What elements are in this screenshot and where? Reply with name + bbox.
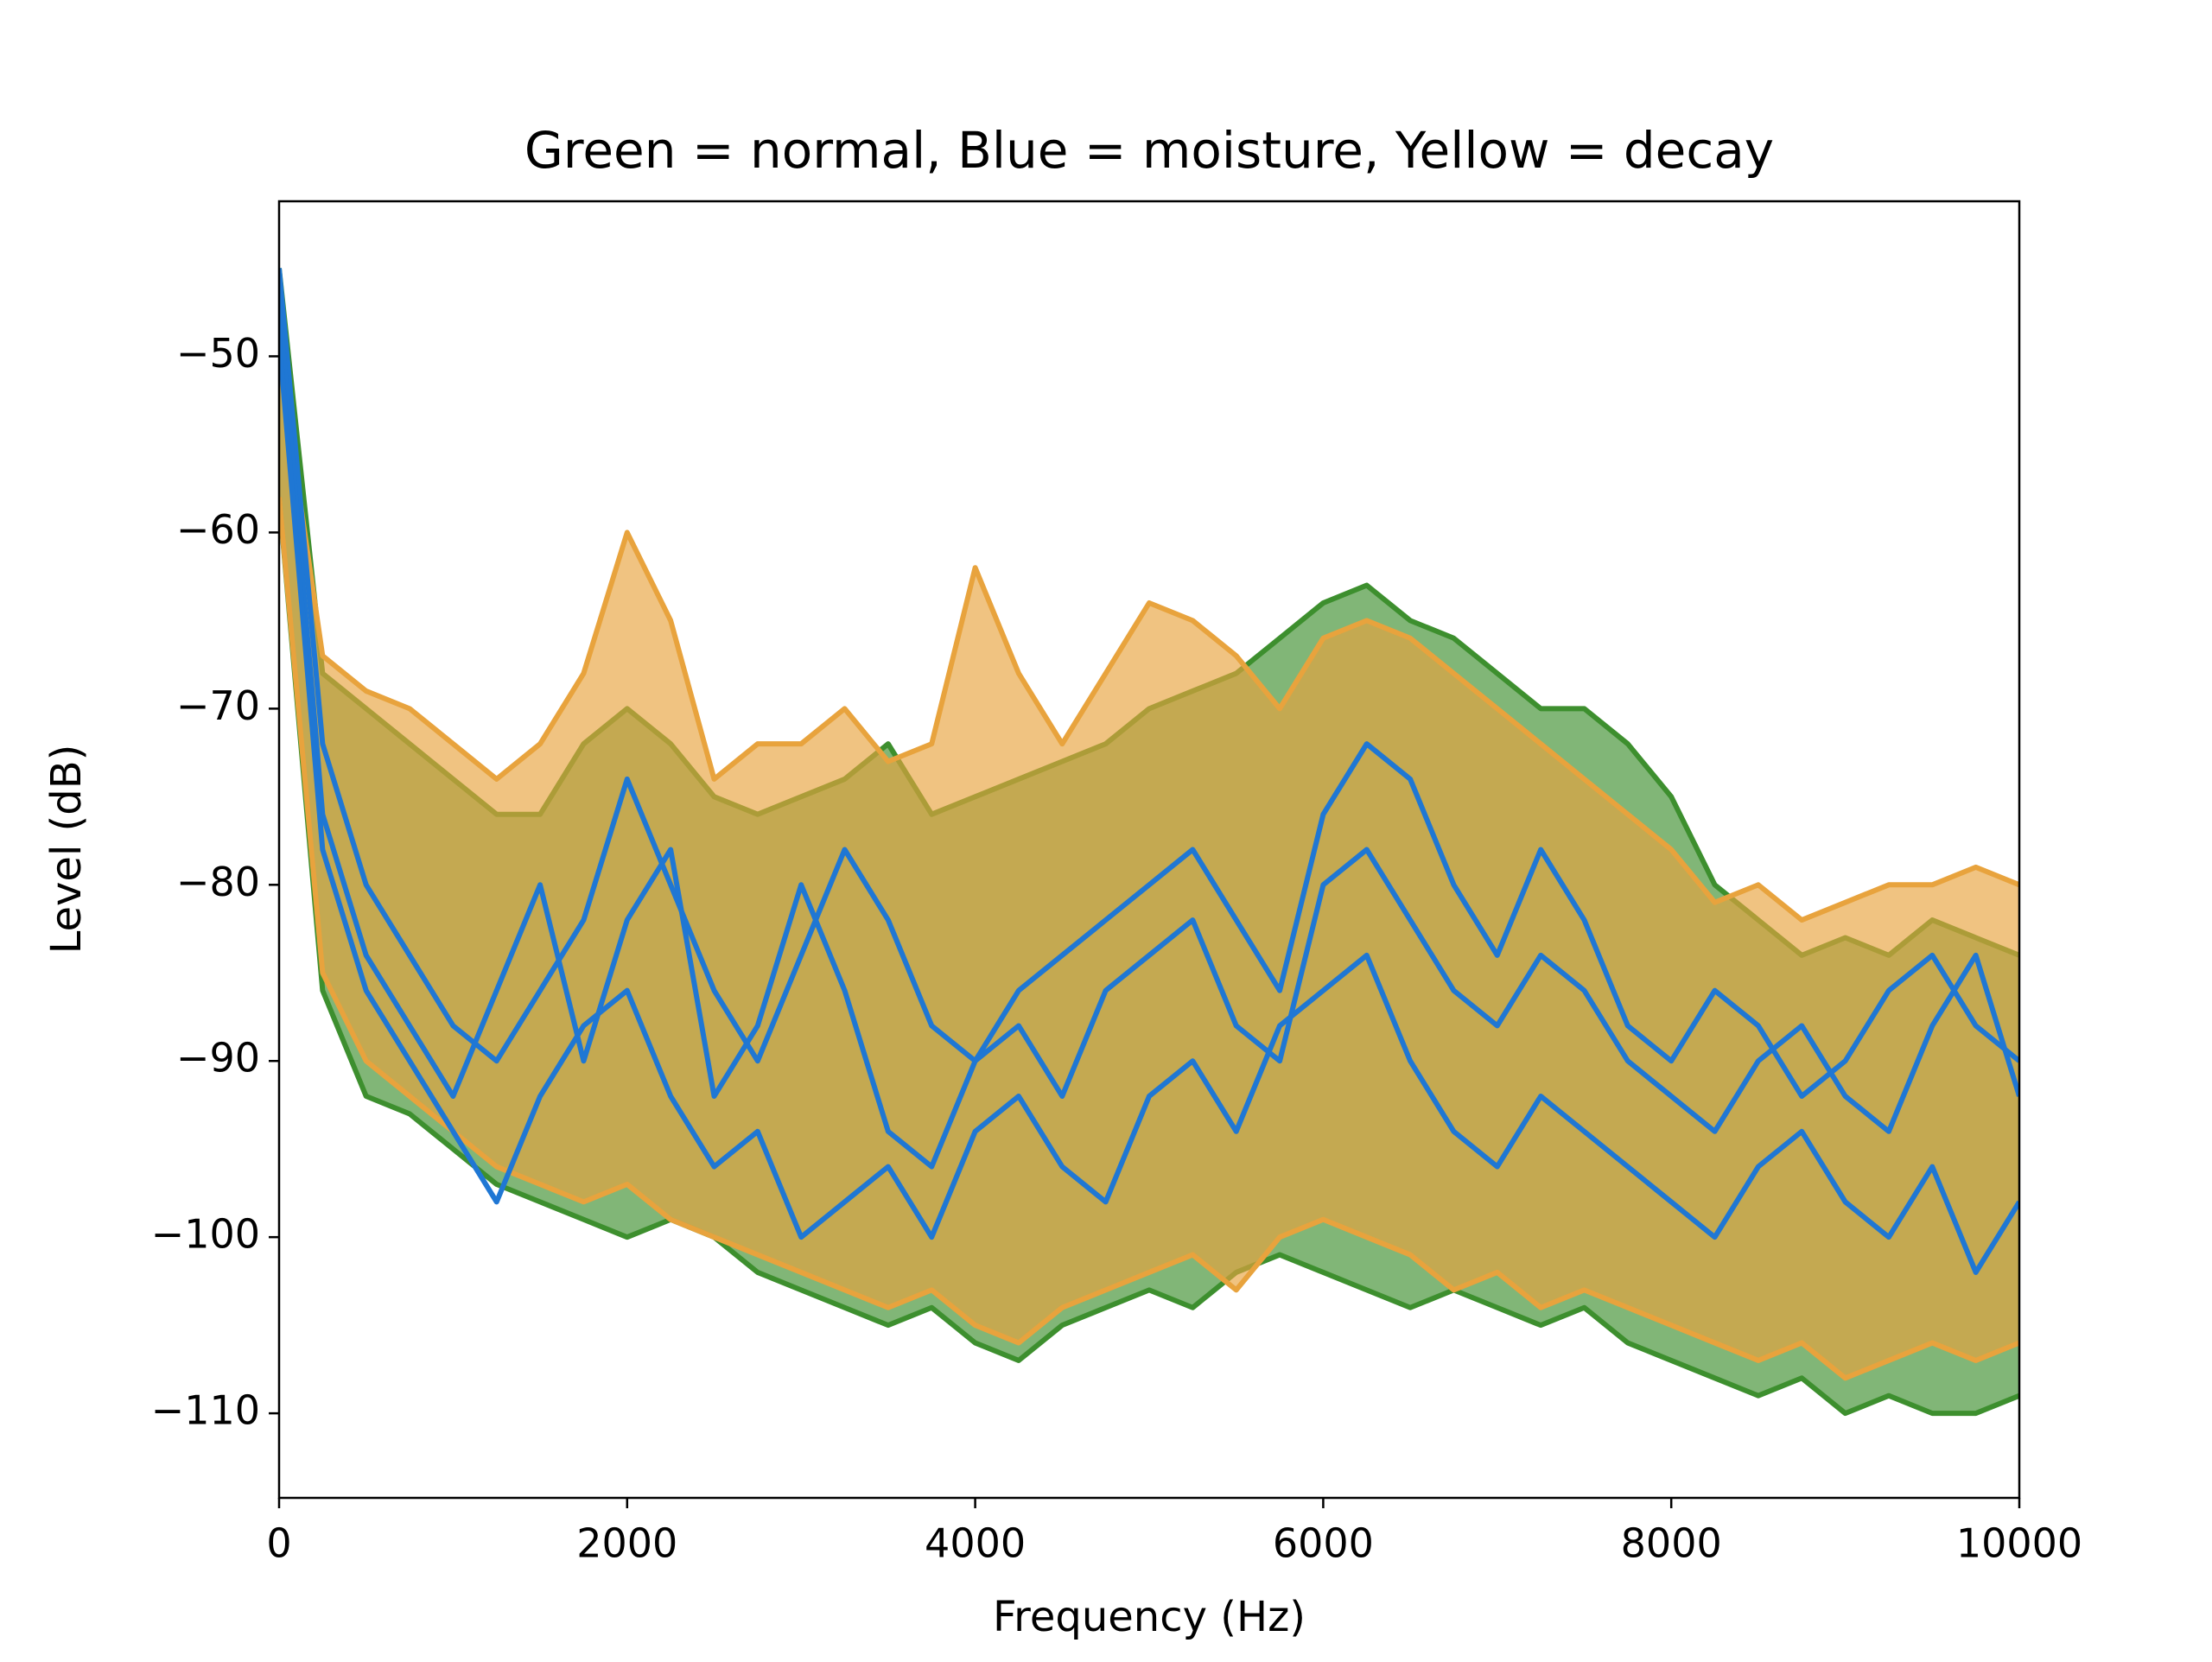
- y-tick-label: −60: [176, 506, 260, 553]
- x-axis-label: Frequency (Hz): [993, 1593, 1306, 1641]
- y-tick-label: −70: [176, 682, 260, 729]
- band-lower-line: [279, 497, 2019, 1417]
- y-tick-label: −100: [151, 1211, 260, 1258]
- x-tick-label: 2000: [576, 1520, 677, 1567]
- y-tick-label: −110: [151, 1387, 260, 1434]
- axes-frame: [277, 200, 2021, 1500]
- series-line: [279, 338, 2019, 1275]
- band-lower-line: [279, 497, 2019, 1381]
- y-axis-label: Level (dB): [42, 745, 91, 955]
- y-tick-label: −90: [176, 1035, 260, 1082]
- band-area: [279, 356, 2019, 1379]
- x-tick-label: 8000: [1621, 1520, 1722, 1567]
- series-line: [279, 268, 2019, 1100]
- plot-area: [279, 268, 2019, 1417]
- y-tick-label: −80: [176, 859, 260, 905]
- x-tick-label: 4000: [925, 1520, 1026, 1567]
- chart-title: Green = normal, Blue = moisture, Yellow …: [524, 121, 1774, 180]
- x-tick-label: 10000: [1956, 1520, 2082, 1567]
- series-line: [279, 303, 2019, 1170]
- band-upper-line: [279, 356, 2019, 923]
- x-tick-label: 0: [266, 1520, 291, 1567]
- x-tick-label: 6000: [1273, 1520, 1374, 1567]
- y-tick-label: −50: [176, 330, 260, 377]
